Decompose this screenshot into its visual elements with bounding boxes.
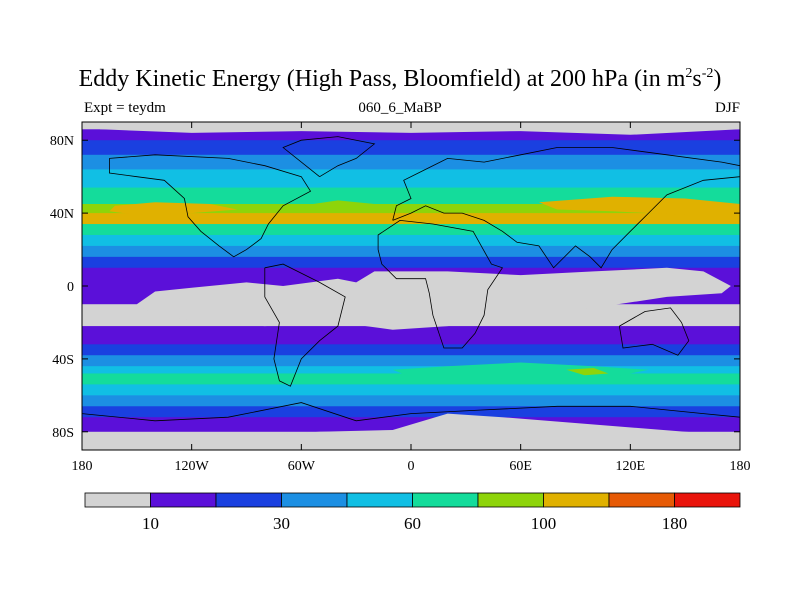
contour-band — [82, 384, 740, 396]
jet-core-contour — [538, 196, 740, 215]
colorbar-swatch — [150, 492, 217, 508]
x-tick-label: 0 — [408, 459, 415, 474]
y-tick-label: 80N — [50, 134, 74, 149]
colorbar-swatch — [477, 492, 544, 508]
x-tick-label: 60W — [288, 459, 316, 474]
coastline-greenland — [282, 136, 376, 178]
low-energy-contour — [82, 413, 740, 450]
jet-core-contour — [109, 202, 238, 215]
coastline-australia — [619, 307, 690, 356]
colorbar-swatch — [543, 492, 610, 508]
colorbar-label: 10 — [142, 514, 159, 533]
contour-band — [82, 234, 740, 247]
contour-band — [82, 154, 740, 170]
colorbar-label: 180 — [662, 514, 688, 533]
contour-band — [82, 245, 740, 258]
coastline-north-america — [109, 154, 312, 258]
contour-band — [82, 256, 740, 269]
y-tick-label: 80S — [52, 426, 74, 441]
contour-band — [82, 129, 740, 141]
y-tick-label: 0 — [67, 280, 74, 295]
coastline-south-america — [264, 263, 346, 387]
y-tick-label: 40N — [50, 207, 74, 222]
contour-band — [82, 204, 740, 214]
coastline-africa — [377, 219, 504, 349]
season-label: DJF — [714, 100, 740, 116]
contour-band — [82, 169, 740, 189]
contour-band — [82, 395, 740, 407]
low-energy-contour — [82, 122, 740, 135]
experiment-label: Expt = teydm — [84, 100, 166, 116]
low-energy-contour — [136, 267, 731, 330]
jet-core-contour — [566, 368, 609, 376]
contour-band — [82, 224, 740, 236]
colorbar-swatch — [674, 492, 741, 508]
colorbar-swatch — [412, 492, 479, 508]
x-tick-label: 120E — [616, 459, 646, 474]
contour-band — [82, 373, 740, 385]
colorbar-label: 60 — [404, 514, 421, 533]
contour-band — [82, 140, 740, 156]
contour-band — [82, 326, 740, 345]
x-tick-label: 180 — [730, 459, 751, 474]
colorbar-swatch — [84, 492, 151, 508]
y-tick-label: 40S — [52, 353, 74, 368]
colorbar-swatch — [281, 492, 348, 508]
colorbar-label: 30 — [273, 514, 290, 533]
x-tick-label: 180 — [72, 459, 93, 474]
contour-band — [82, 355, 740, 367]
contour-band — [82, 406, 740, 418]
case-label: 060_6_MaBP — [358, 100, 442, 116]
colorbar-swatch — [215, 492, 282, 508]
colorbar-swatch — [346, 492, 413, 508]
x-tick-label: 120W — [175, 459, 210, 474]
coastline-eurasia — [392, 147, 740, 269]
x-tick-label: 60E — [509, 459, 532, 474]
jet-contour — [301, 200, 393, 212]
contour-band — [82, 213, 740, 225]
coastline-antarctica — [82, 402, 740, 422]
colorbar-swatch — [608, 492, 675, 508]
colorbar-label: 100 — [531, 514, 557, 533]
contour-band — [82, 344, 740, 356]
chart-title: Eddy Kinetic Energy (High Pass, Bloomfie… — [78, 66, 722, 92]
